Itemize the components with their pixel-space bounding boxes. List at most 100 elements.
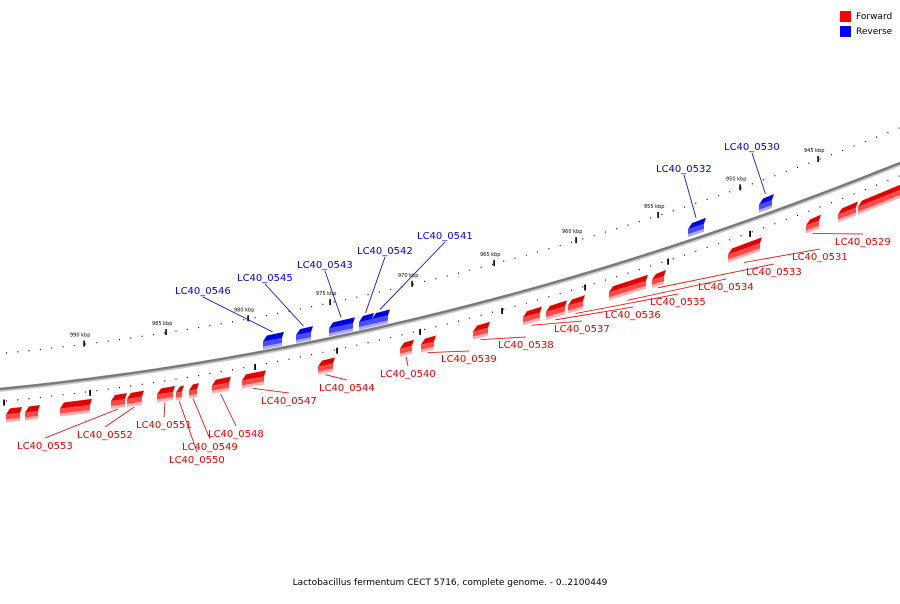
gene-label[interactable]: LC40_0549 bbox=[182, 442, 238, 453]
gene-feature[interactable] bbox=[296, 326, 313, 343]
gene-feature[interactable] bbox=[546, 300, 567, 319]
scale-dot bbox=[571, 242, 572, 243]
lower-dot bbox=[820, 206, 821, 207]
gene-front bbox=[176, 392, 182, 398]
gene-label[interactable]: LC40_0547 bbox=[261, 396, 317, 407]
gene-label[interactable]: LC40_0537 bbox=[554, 324, 610, 335]
scale-dot bbox=[277, 313, 278, 314]
lower-dot bbox=[865, 189, 866, 190]
scale-label: 960 kbp bbox=[562, 229, 582, 235]
scale-dot bbox=[413, 284, 414, 285]
scale-dot bbox=[198, 327, 199, 328]
scale-label: 985 kbp bbox=[152, 321, 172, 327]
gene-feature[interactable] bbox=[421, 335, 436, 352]
scale-dot bbox=[300, 308, 301, 309]
gene-feature[interactable] bbox=[568, 295, 585, 313]
scale-dot bbox=[379, 291, 380, 292]
gene-feature[interactable] bbox=[523, 307, 542, 326]
lower-dot bbox=[322, 352, 323, 353]
lower-dot bbox=[582, 286, 583, 287]
lower-dot bbox=[243, 367, 244, 368]
gene-label[interactable]: LC40_0553 bbox=[17, 441, 73, 452]
gene-feature[interactable] bbox=[652, 270, 666, 288]
scale-major-tick bbox=[329, 299, 331, 305]
lower-dot bbox=[548, 296, 549, 297]
gene-feature-unlabeled[interactable] bbox=[838, 201, 858, 222]
gene-feature[interactable] bbox=[189, 383, 199, 398]
gene-feature[interactable] bbox=[157, 386, 175, 402]
lower-dot bbox=[108, 388, 109, 389]
gene-feature-unlabeled[interactable] bbox=[858, 184, 900, 215]
gene-feature[interactable] bbox=[609, 275, 648, 301]
gene-label[interactable]: LC40_0532 bbox=[656, 164, 712, 175]
scale-dot bbox=[130, 337, 131, 338]
scale-dot bbox=[424, 281, 425, 282]
gene-labels: LC40_0529 LC40_0530 LC40_0531 LC40_0532 LC40… bbox=[17, 142, 891, 466]
lower-major-tick bbox=[584, 284, 586, 290]
scale-dot bbox=[187, 329, 188, 330]
scale-dot bbox=[176, 331, 177, 332]
gene-label[interactable]: LC40_0541 bbox=[417, 231, 473, 242]
gene-feature[interactable] bbox=[318, 358, 335, 375]
forward-swatch-icon bbox=[840, 11, 851, 22]
lower-dot bbox=[356, 345, 357, 346]
scale-dot bbox=[786, 171, 787, 172]
scale-dot bbox=[650, 217, 651, 218]
legend-forward-label: Forward bbox=[856, 12, 892, 22]
gene-label[interactable]: LC40_0552 bbox=[77, 430, 133, 441]
gene-label[interactable]: LC40_0530 bbox=[724, 142, 780, 153]
scale-dot bbox=[17, 351, 18, 352]
gene-feature[interactable] bbox=[728, 237, 762, 262]
lower-dot bbox=[628, 273, 629, 274]
scale-dot bbox=[390, 289, 391, 290]
gene-feature[interactable] bbox=[400, 340, 414, 357]
gene-feature[interactable] bbox=[242, 370, 266, 388]
gene-feature[interactable] bbox=[111, 393, 127, 409]
scale-major-tick bbox=[575, 237, 577, 243]
scale-dot bbox=[763, 179, 764, 180]
gene-feature[interactable] bbox=[759, 194, 774, 213]
gene-label[interactable]: LC40_0545 bbox=[237, 273, 293, 284]
scale-dot bbox=[842, 150, 843, 151]
lower-dot bbox=[368, 342, 369, 343]
scale-dot bbox=[594, 235, 595, 236]
scale-major-tick bbox=[493, 260, 495, 266]
scale-major-tick bbox=[411, 281, 413, 287]
gene-label[interactable]: LC40_0551 bbox=[136, 420, 192, 431]
gene-feature[interactable] bbox=[806, 215, 821, 234]
gene-feature-unlabeled[interactable] bbox=[6, 407, 22, 422]
gene-label[interactable]: LC40_0536 bbox=[605, 310, 661, 321]
gene-feature-unlabeled[interactable] bbox=[60, 399, 92, 417]
scale-dot bbox=[628, 225, 629, 226]
gene-label[interactable]: LC40_0535 bbox=[650, 297, 706, 308]
scale-dot bbox=[119, 339, 120, 340]
gene-feature[interactable] bbox=[688, 218, 706, 237]
gene-feature[interactable] bbox=[176, 386, 184, 401]
gene-label[interactable]: LC40_0542 bbox=[357, 246, 413, 257]
scale-dot bbox=[582, 238, 583, 239]
gene-label[interactable]: LC40_0534 bbox=[698, 282, 754, 293]
gene-feature[interactable] bbox=[473, 322, 490, 340]
gene-label[interactable]: LC40_0533 bbox=[746, 267, 802, 278]
lower-dot bbox=[277, 361, 278, 362]
gene-label[interactable]: LC40_0550 bbox=[169, 455, 225, 466]
scale-dot bbox=[887, 132, 888, 133]
gene-label[interactable]: LC40_0529 bbox=[835, 237, 891, 248]
gene-label[interactable]: LC40_0531 bbox=[792, 252, 848, 263]
gene-label[interactable]: LC40_0548 bbox=[208, 429, 264, 440]
gene-label[interactable]: LC40_0543 bbox=[297, 260, 353, 271]
gene-label[interactable]: LC40_0544 bbox=[319, 383, 375, 394]
scale-dot bbox=[458, 272, 459, 273]
gene-feature[interactable] bbox=[127, 391, 144, 407]
lower-major-tick bbox=[89, 390, 91, 396]
gene-feature-unlabeled[interactable] bbox=[25, 405, 40, 420]
gene-label[interactable]: LC40_0540 bbox=[380, 369, 436, 380]
gene-label[interactable]: LC40_0546 bbox=[175, 286, 231, 297]
gene-label[interactable]: LC40_0538 bbox=[498, 340, 554, 351]
legend-reverse: Reverse bbox=[840, 24, 898, 39]
gene-feature[interactable] bbox=[212, 377, 231, 394]
gene-label[interactable]: LC40_0539 bbox=[441, 354, 497, 365]
gene-feature[interactable] bbox=[359, 313, 374, 330]
scale-dot bbox=[752, 183, 753, 184]
lower-dot bbox=[695, 251, 696, 252]
